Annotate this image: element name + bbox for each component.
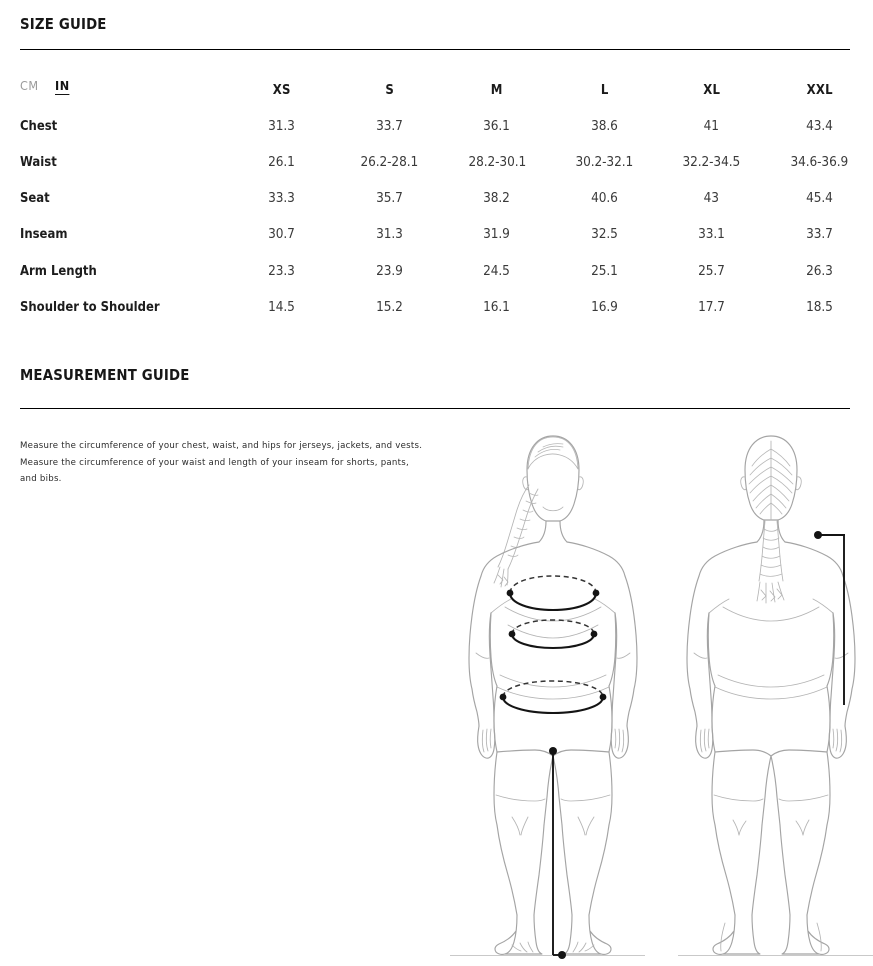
cell-inseam-l: 32.5 <box>590 227 618 243</box>
table-corner-cell <box>11 72 216 108</box>
page-title: SIZE GUIDE <box>20 15 107 33</box>
table-row: Arm Length 23.3 23.9 24.5 25.1 25.7 26.3 <box>0 253 873 289</box>
measurement-illustrations <box>450 425 873 966</box>
cell-inseam-xl: 33.1 <box>698 227 726 243</box>
cell-shoulder-m: 16.1 <box>483 299 511 315</box>
hips-band-back-arc <box>502 680 604 698</box>
measurement-arm-length <box>814 531 845 705</box>
chest-band-dot-right <box>592 589 600 597</box>
cell-inseam-xxl: 33.7 <box>805 227 833 243</box>
cell-inseam-s: 31.3 <box>376 227 403 243</box>
cell-shoulder-s: 15.2 <box>376 299 403 315</box>
cell-waist-xl: 32.2-34.5 <box>682 154 741 170</box>
chest-band-back-arc <box>509 575 597 594</box>
cell-seat-l: 40.6 <box>590 191 618 207</box>
measurement-band-waist <box>508 619 598 650</box>
cell-waist-m: 28.2-30.1 <box>468 154 526 170</box>
column-header-xs: XS <box>272 82 291 98</box>
measurement-band-chest <box>506 575 600 612</box>
row-label-seat: Seat <box>20 191 50 207</box>
chest-band-dot-left <box>506 589 514 597</box>
instruction-line-1: Measure the circumference of your chest,… <box>20 441 423 451</box>
chest-band-front-arc <box>508 591 598 612</box>
table-row: Inseam 30.7 31.3 31.9 32.5 33.1 33.7 <box>0 217 873 253</box>
instruction-line-3: and bibs. <box>20 474 62 484</box>
cell-arm-length-l: 25.1 <box>590 263 618 279</box>
section-divider-middle <box>20 408 850 409</box>
cell-inseam-xs: 30.7 <box>268 227 296 243</box>
column-header-xxl: XXL <box>806 82 833 98</box>
cell-arm-length-xs: 23.3 <box>268 263 296 279</box>
cell-seat-xxl: 45.4 <box>805 191 833 207</box>
arm-length-dot-shoulder <box>814 531 822 539</box>
cell-waist-xxl: 34.6-36.9 <box>790 154 849 170</box>
cell-chest-m: 36.1 <box>483 118 511 134</box>
table-row: Waist 26.1 26.2-28.1 28.2-30.1 30.2-32.1… <box>0 144 873 180</box>
cell-shoulder-xl: 17.7 <box>698 299 726 315</box>
unit-toggle-cm[interactable]: CM <box>20 78 39 93</box>
cell-waist-l: 30.2-32.1 <box>575 154 634 170</box>
row-label-inseam: Inseam <box>20 227 68 243</box>
waist-band-dot-right <box>590 630 598 638</box>
cell-arm-length-m: 24.5 <box>483 263 511 279</box>
waist-band-back-arc <box>511 619 595 635</box>
cell-chest-l: 38.6 <box>590 118 618 134</box>
section-divider-top <box>20 49 850 50</box>
measurement-band-hips <box>499 680 607 715</box>
cell-waist-s: 26.2-28.1 <box>360 154 419 170</box>
cell-seat-s: 35.7 <box>376 191 403 207</box>
female-figure-front-view <box>468 435 638 955</box>
cell-seat-xl: 43 <box>704 191 720 207</box>
cell-chest-s: 33.7 <box>376 118 403 134</box>
cell-seat-m: 38.2 <box>483 191 511 207</box>
cell-arm-length-s: 23.9 <box>376 263 403 279</box>
cell-shoulder-xxl: 18.5 <box>805 299 833 315</box>
cell-shoulder-l: 16.9 <box>590 299 618 315</box>
cell-seat-xs: 33.3 <box>268 191 296 207</box>
hips-band-front-arc <box>501 695 605 715</box>
measurement-guide-title: MEASUREMENT GUIDE <box>20 366 190 384</box>
table-row: Seat 33.3 35.7 38.2 40.6 43 45.4 <box>0 181 873 217</box>
row-label-chest: Chest <box>20 118 58 134</box>
size-chart-table: XS S M L XL XXL Chest 31.3 33.7 36.1 38.… <box>0 72 873 325</box>
female-figure-back-view <box>686 435 856 955</box>
inseam-dot-top <box>549 747 557 755</box>
hips-band-dot-left <box>499 693 507 701</box>
cell-arm-length-xl: 25.7 <box>698 263 726 279</box>
measurement-instructions: Measure the circumference of your chest,… <box>20 438 440 488</box>
column-header-m: M <box>490 82 503 98</box>
cell-arm-length-xxl: 26.3 <box>805 263 833 279</box>
cell-inseam-m: 31.9 <box>483 227 511 243</box>
cell-shoulder-xs: 14.5 <box>268 299 296 315</box>
cell-waist-xs: 26.1 <box>268 154 296 170</box>
table-header-row: XS S M L XL XXL <box>0 72 873 108</box>
column-header-s: S <box>385 82 394 98</box>
cell-chest-xxl: 43.4 <box>805 118 833 134</box>
hips-band-dot-right <box>599 693 607 701</box>
row-label-arm-length: Arm Length <box>20 263 97 279</box>
instruction-line-2: Measure the circumference of your waist … <box>20 457 409 468</box>
column-header-xl: XL <box>703 82 721 98</box>
measurement-inseam <box>549 747 566 959</box>
cell-chest-xs: 31.3 <box>268 118 296 134</box>
unit-toggle: CM IN <box>20 78 71 95</box>
table-row: Chest 31.3 33.7 36.1 38.6 41 43.4 <box>0 108 873 144</box>
cell-chest-xl: 41 <box>704 118 720 134</box>
inseam-dot-bottom <box>558 951 566 959</box>
table-row: Shoulder to Shoulder 14.5 15.2 16.1 16.9… <box>0 289 873 325</box>
row-label-shoulder-to-shoulder: Shoulder to Shoulder <box>20 299 160 315</box>
waist-band-dot-left <box>508 630 516 638</box>
unit-toggle-in[interactable]: IN <box>54 78 70 95</box>
waist-band-front-arc <box>510 632 596 650</box>
row-label-waist: Waist <box>20 154 57 170</box>
column-header-l: L <box>600 82 609 98</box>
